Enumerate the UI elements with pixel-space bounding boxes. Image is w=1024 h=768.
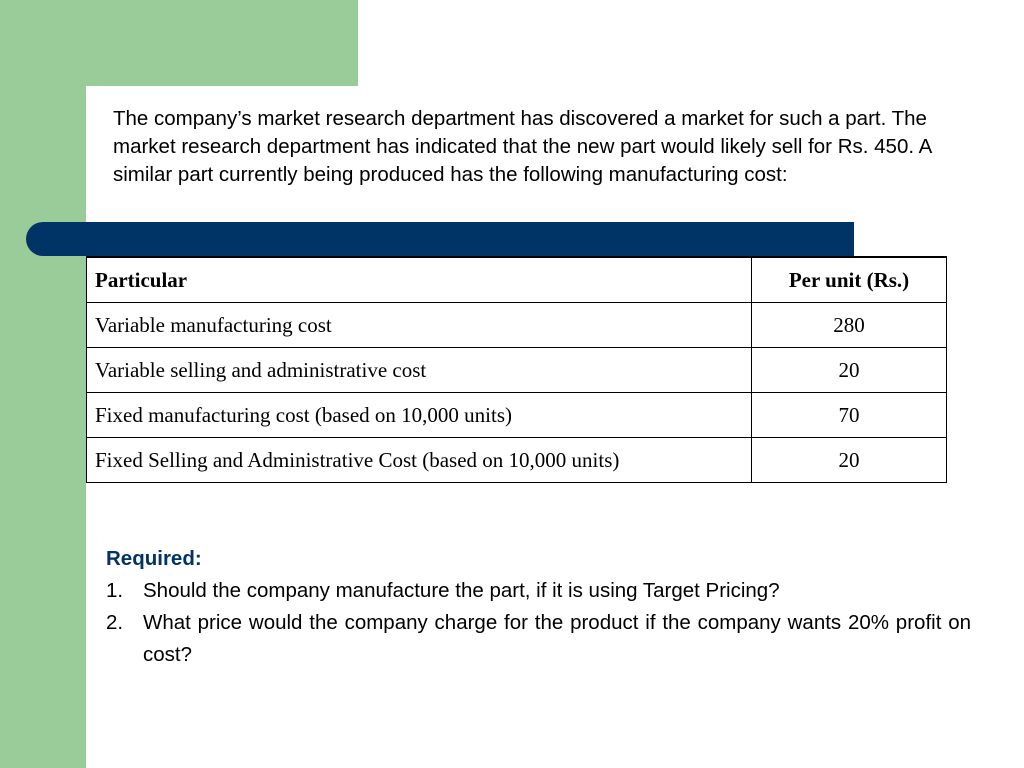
list-item: 2. What price would the company charge f… <box>106 607 971 671</box>
required-section: Required: 1. Should the company manufact… <box>106 543 971 671</box>
question-list: 1. Should the company manufacture the pa… <box>106 575 971 671</box>
required-heading: Required: <box>106 547 202 570</box>
cost-table: Particular Per unit (Rs.) Variable manuf… <box>86 256 947 483</box>
row-amount: 280 <box>751 302 947 348</box>
row-particular: Variable manufacturing cost <box>86 302 752 348</box>
blue-divider-bar <box>26 222 854 256</box>
green-side-band <box>0 0 86 768</box>
row-amount: 70 <box>751 392 947 438</box>
table-row: Variable manufacturing cost 280 <box>86 302 947 348</box>
green-top-band <box>0 0 358 86</box>
header-particular: Particular <box>86 256 752 303</box>
list-item: 1. Should the company manufacture the pa… <box>106 575 971 607</box>
row-amount: 20 <box>751 437 947 483</box>
row-particular: Fixed Selling and Administrative Cost (b… <box>86 437 752 483</box>
row-amount: 20 <box>751 347 947 393</box>
table-row: Variable selling and administrative cost… <box>86 347 947 393</box>
question-number: 1. <box>106 579 124 602</box>
question-text: Should the company manufacture the part,… <box>143 579 780 602</box>
question-text: What price would the company charge for … <box>143 611 971 666</box>
intro-paragraph: The company’s market research department… <box>113 107 932 186</box>
table-row: Fixed Selling and Administrative Cost (b… <box>86 437 947 483</box>
row-particular: Variable selling and administrative cost <box>86 347 752 393</box>
table-header-row: Particular Per unit (Rs.) <box>86 256 947 303</box>
header-per-unit: Per unit (Rs.) <box>751 256 947 303</box>
table-row: Fixed manufacturing cost (based on 10,00… <box>86 392 947 438</box>
row-particular: Fixed manufacturing cost (based on 10,00… <box>86 392 752 438</box>
question-number: 2. <box>106 611 124 634</box>
